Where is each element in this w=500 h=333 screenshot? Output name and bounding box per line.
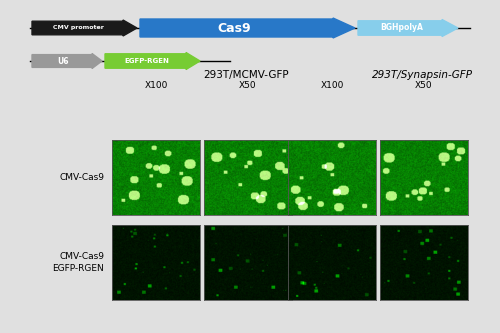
Text: 293T/Synapsin-GFP: 293T/Synapsin-GFP	[372, 70, 472, 80]
FancyArrow shape	[105, 53, 200, 70]
Text: X100: X100	[320, 82, 344, 91]
FancyArrow shape	[32, 20, 137, 36]
FancyArrow shape	[358, 20, 458, 37]
Text: U6: U6	[57, 57, 68, 66]
Text: X50: X50	[239, 82, 257, 91]
Text: BGHpolyA: BGHpolyA	[380, 24, 424, 33]
Text: EGFP-RGEN: EGFP-RGEN	[124, 58, 169, 64]
FancyArrow shape	[140, 18, 355, 38]
Text: X100: X100	[144, 82, 168, 91]
Text: 293T/MCMV-GFP: 293T/MCMV-GFP	[203, 70, 289, 80]
Text: Cas9: Cas9	[218, 22, 252, 35]
FancyArrow shape	[32, 54, 102, 69]
Text: CMV promoter: CMV promoter	[53, 26, 104, 31]
Text: CMV-Cas9: CMV-Cas9	[59, 173, 104, 182]
Text: X50: X50	[415, 82, 433, 91]
Text: CMV-Cas9
EGFP-RGEN: CMV-Cas9 EGFP-RGEN	[52, 252, 104, 273]
